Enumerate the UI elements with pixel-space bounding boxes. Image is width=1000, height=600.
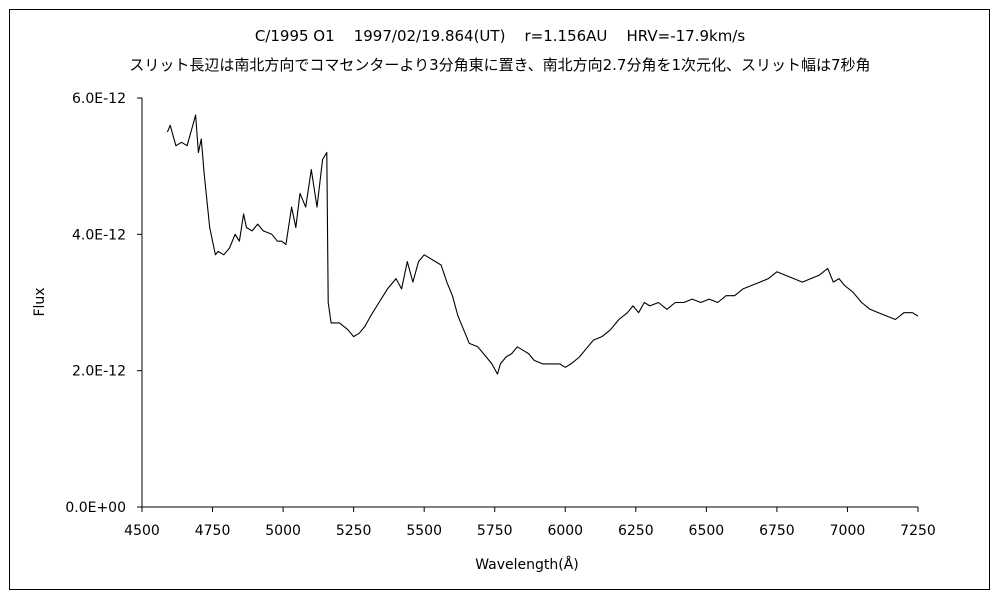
chart-frame — [9, 9, 990, 590]
x-tick-label: 5000 — [265, 523, 301, 539]
x-tick-label: 5250 — [336, 523, 372, 539]
x-tick-label: 7000 — [830, 523, 866, 539]
x-tick-label: 6500 — [689, 523, 725, 539]
chart-title: C/1995 O1 1997/02/19.864(UT) r=1.156AU H… — [254, 27, 746, 45]
y-tick-label: 6.0E-12 — [72, 91, 126, 107]
x-tick-label: 7250 — [900, 523, 936, 539]
x-tick-label: 4500 — [124, 523, 160, 539]
y-tick-label: 4.0E-12 — [72, 227, 126, 243]
chart-subtitle: スリット長辺は南北方向でコマセンターより3分角東に置き、南北方向2.7分角を1次… — [129, 56, 871, 74]
x-tick-label: 5750 — [477, 523, 513, 539]
x-tick-label: 4750 — [195, 523, 231, 539]
x-axis-label: Wavelength(Å) — [475, 556, 579, 573]
flux-series-line — [166, 114, 919, 375]
y-tick-label: 2.0E-12 — [72, 364, 126, 380]
y-axis-label: Flux — [32, 287, 48, 316]
x-tick-label: 6750 — [759, 523, 795, 539]
x-tick-label: 6000 — [547, 523, 583, 539]
x-tick-label: 6250 — [618, 523, 654, 539]
y-tick-label: 0.0E+00 — [65, 500, 126, 516]
x-tick-label: 5500 — [406, 523, 442, 539]
